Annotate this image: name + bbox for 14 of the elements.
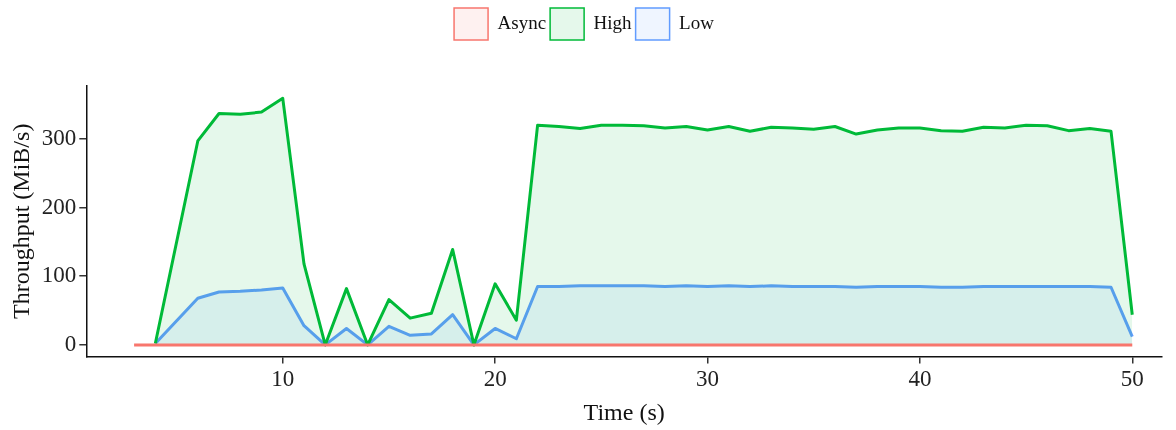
legend-label: Low xyxy=(679,11,715,33)
legend-label: Async xyxy=(497,11,547,33)
x-tick-label: 40 xyxy=(908,366,932,392)
x-tick-label: 20 xyxy=(483,366,507,392)
legend-label: High xyxy=(593,11,633,33)
x-axis-title: Time (s) xyxy=(583,398,665,425)
y-axis-title: Throughput (MiB/s) xyxy=(7,123,34,319)
x-tick-label: 10 xyxy=(271,366,295,392)
x-tick-label: 30 xyxy=(696,366,720,392)
y-tick-label: 0 xyxy=(64,330,77,356)
x-tick-label: 50 xyxy=(1120,366,1144,392)
y-tick-label: 200 xyxy=(41,193,77,219)
y-tick-label: 100 xyxy=(41,262,77,288)
y-tick-label: 300 xyxy=(41,124,77,150)
